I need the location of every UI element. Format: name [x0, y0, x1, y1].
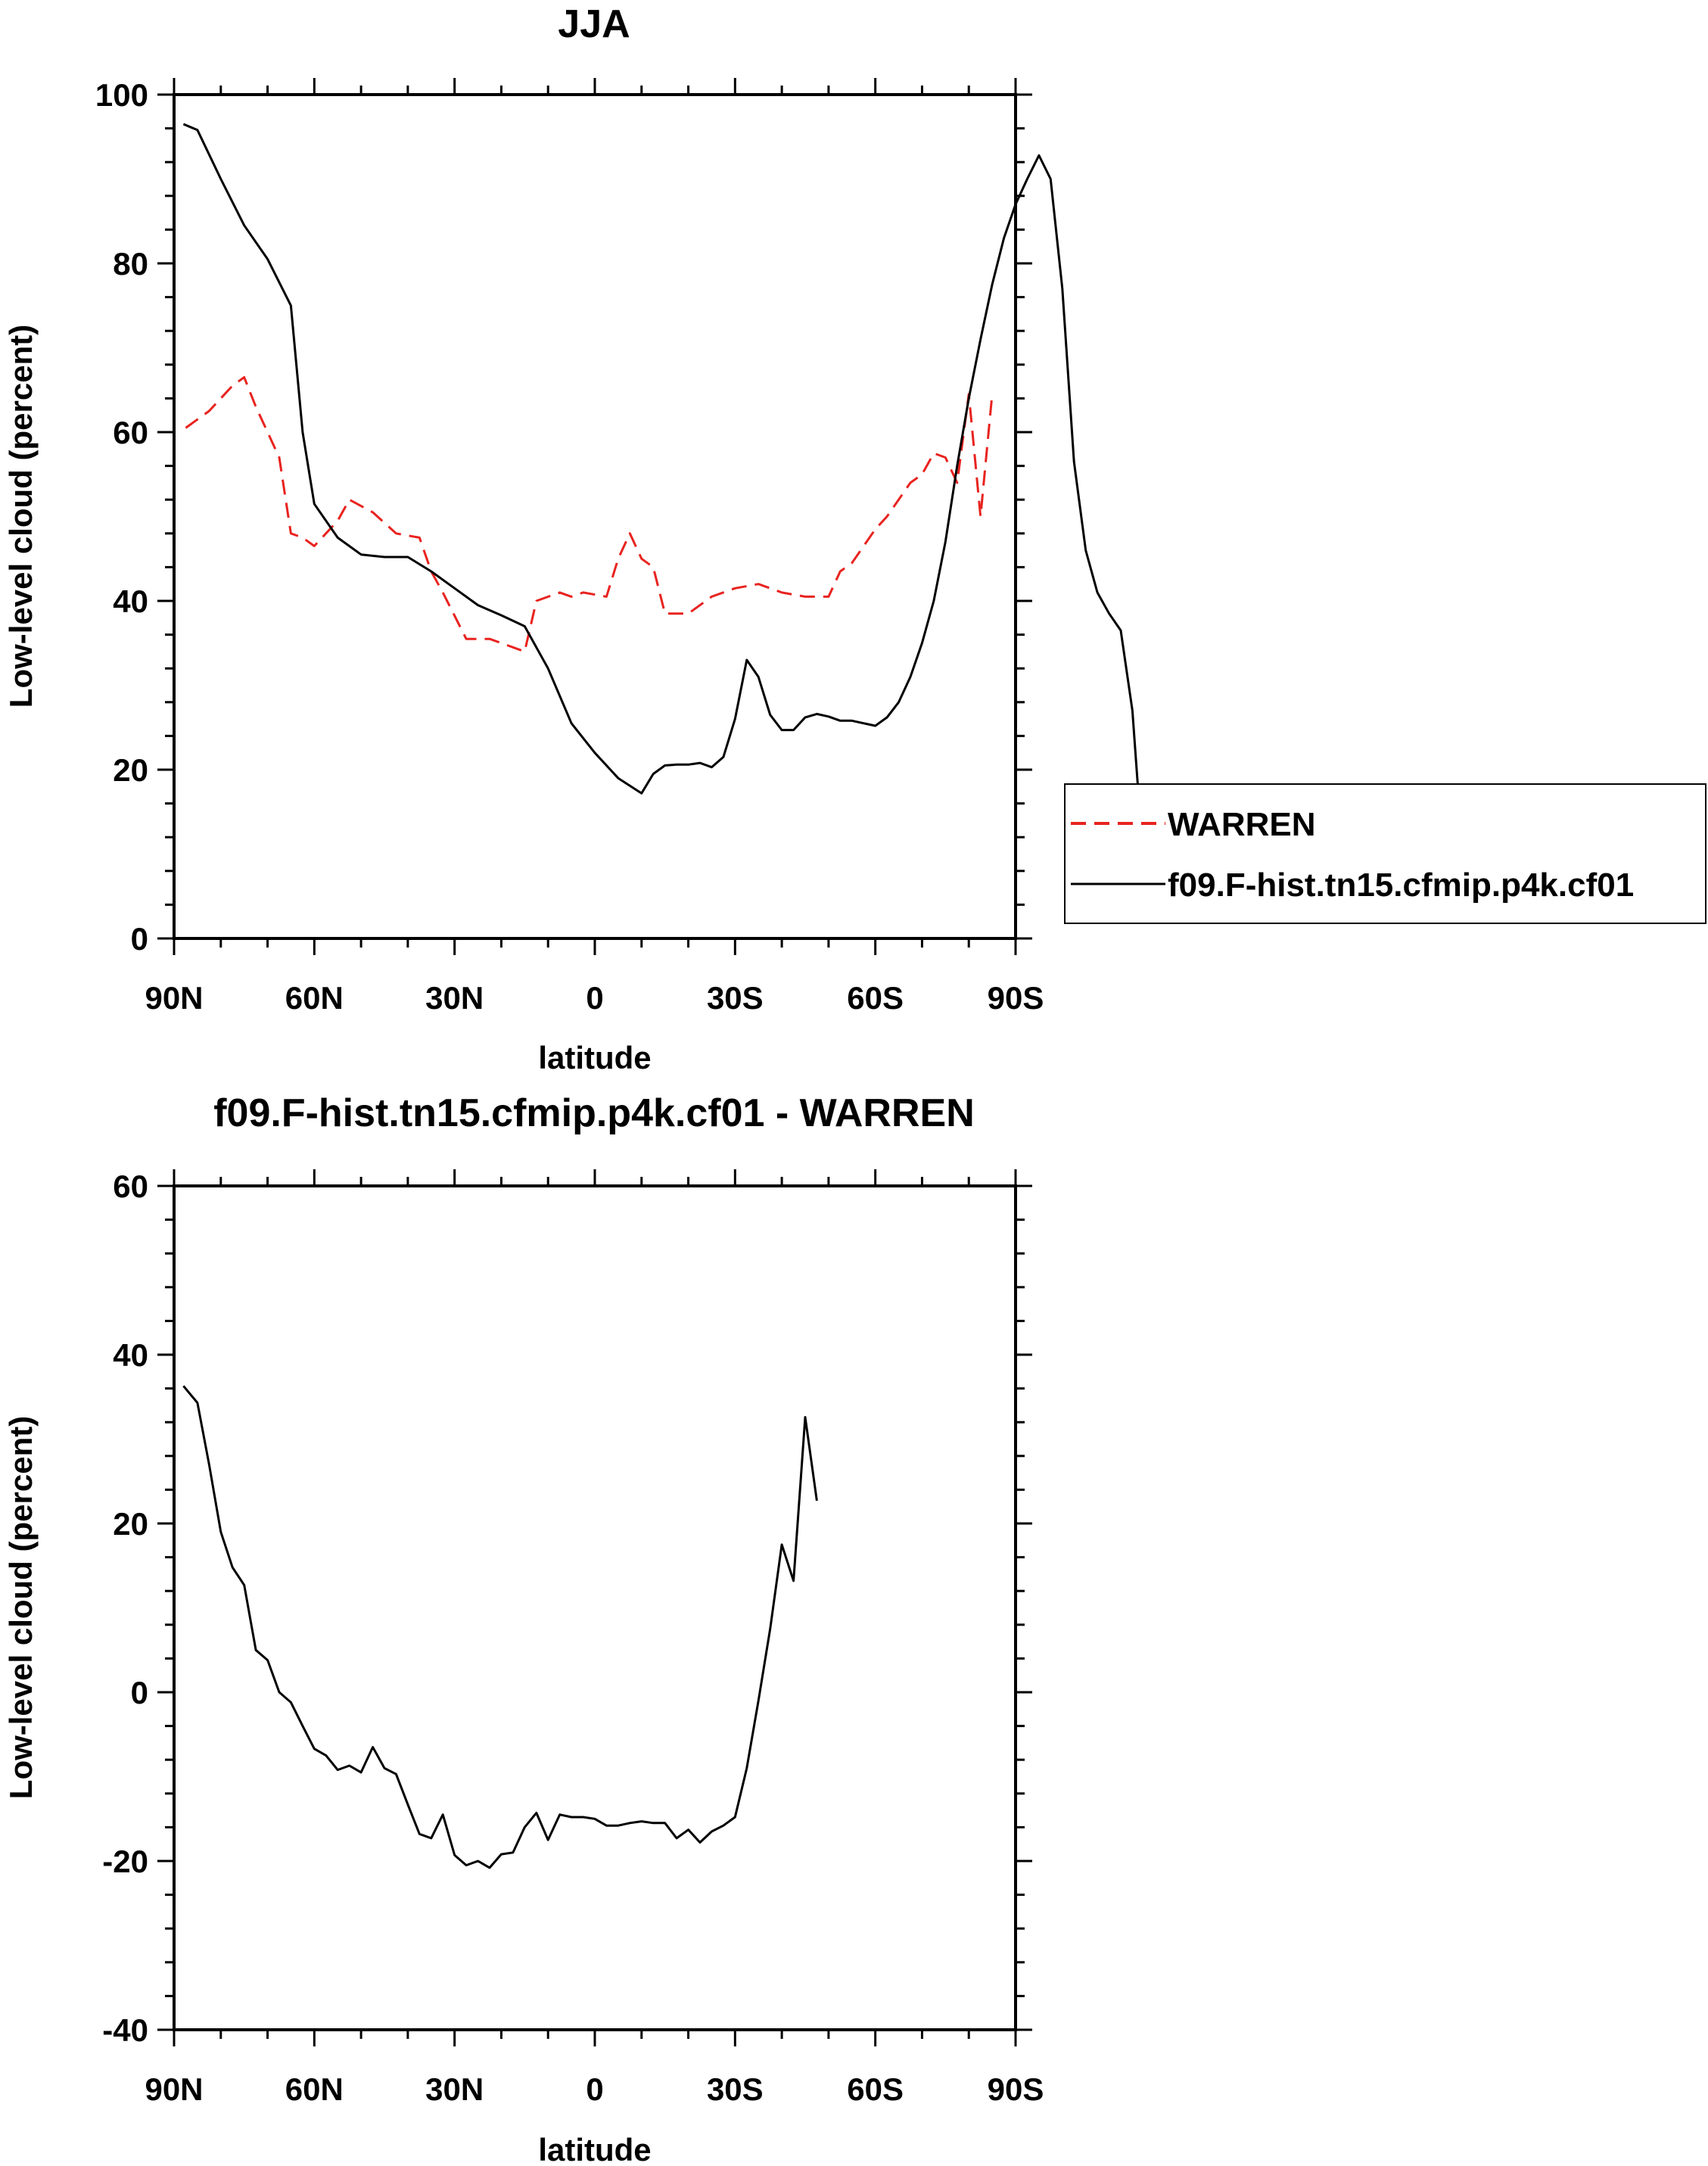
bottom-x-tick-label: 0 — [586, 2071, 603, 2107]
top-panel: JJA 0 20 40 60 80 100 90N 60N 30N 0 30S 60S 90S Low… — [3, 2, 1146, 1075]
top-y-tick-label: 0 — [131, 921, 148, 957]
bottom-y-tick-label: 20 — [113, 1506, 148, 1542]
top-x-tick-labels: 90N 60N 30N 0 30S 60S 90S — [145, 980, 1044, 1016]
bottom-x-axis-label: latitude — [538, 2132, 651, 2166]
top-plot-frame — [173, 93, 1017, 940]
bottom-x-tick-label: 90S — [988, 2071, 1044, 2107]
top-axis-ticks — [157, 78, 1032, 955]
legend: WARREN f09.F-hist.tn15.cfmip.p4k.cf01 — [1064, 783, 1706, 924]
bottom-y-tick-label: 0 — [131, 1675, 148, 1710]
top-y-tick-label: 100 — [95, 77, 148, 113]
bottom-plot-lines — [182, 1385, 818, 1869]
top-x-tick-label: 60S — [847, 980, 904, 1016]
top-y-tick-labels: 0 20 40 60 80 100 — [95, 77, 148, 957]
top-y-tick-label: 80 — [113, 246, 148, 282]
bottom-x-tick-label: 60N — [285, 2071, 344, 2107]
bottom-x-tick-labels: 90N 60N 30N 0 30S 60S 90S — [145, 2071, 1044, 2107]
legend-label-warren: WARREN — [1168, 806, 1316, 843]
top-series-line-1 — [182, 123, 1146, 874]
top-x-tick-label: 90N — [145, 980, 203, 1016]
bottom-chart-title: f09.F-hist.tn15.cfmip.p4k.cf01 - WARREN — [213, 1091, 975, 1135]
top-y-tick-label: 20 — [113, 752, 148, 788]
top-plot-lines — [182, 123, 1146, 874]
bottom-y-tick-label: -20 — [102, 1844, 148, 1879]
top-x-tick-label: 30S — [707, 980, 764, 1016]
bottom-x-tick-label: 30S — [707, 2071, 764, 2107]
top-chart-title: JJA — [558, 2, 630, 46]
top-x-tick-label: 30N — [425, 980, 484, 1016]
bottom-y-tick-label: -40 — [102, 2012, 148, 2048]
bottom-y-tick-label: 60 — [113, 1169, 148, 1204]
top-y-tick-label: 60 — [113, 415, 148, 450]
bottom-x-tick-label: 60S — [847, 2071, 904, 2107]
top-y-axis-label: Low-level cloud (percent) — [3, 325, 39, 708]
bottom-panel: f09.F-hist.tn15.cfmip.p4k.cf01 - WARREN … — [3, 1091, 1044, 2166]
bottom-x-tick-label: 30N — [425, 2071, 484, 2107]
top-series-line-0 — [185, 376, 994, 653]
bottom-plot-frame — [173, 1184, 1017, 2031]
bottom-y-tick-label: 40 — [113, 1337, 148, 1373]
top-y-tick-label: 40 — [113, 584, 148, 619]
top-x-axis-label: latitude — [538, 1040, 651, 1075]
bottom-y-axis-label: Low-level cloud (percent) — [3, 1416, 39, 1799]
legend-box — [1064, 783, 1706, 924]
bottom-y-tick-labels: -40 -20 0 20 40 60 — [102, 1169, 148, 2048]
bottom-x-tick-label: 90N — [145, 2071, 203, 2107]
bottom-axis-ticks — [157, 1169, 1032, 2046]
bottom-series-line-0 — [182, 1385, 818, 1869]
legend-label-model: f09.F-hist.tn15.cfmip.p4k.cf01 — [1168, 867, 1634, 904]
top-x-tick-label: 0 — [586, 980, 603, 1016]
top-x-tick-label: 90S — [988, 980, 1044, 1016]
top-x-tick-label: 60N — [285, 980, 344, 1016]
